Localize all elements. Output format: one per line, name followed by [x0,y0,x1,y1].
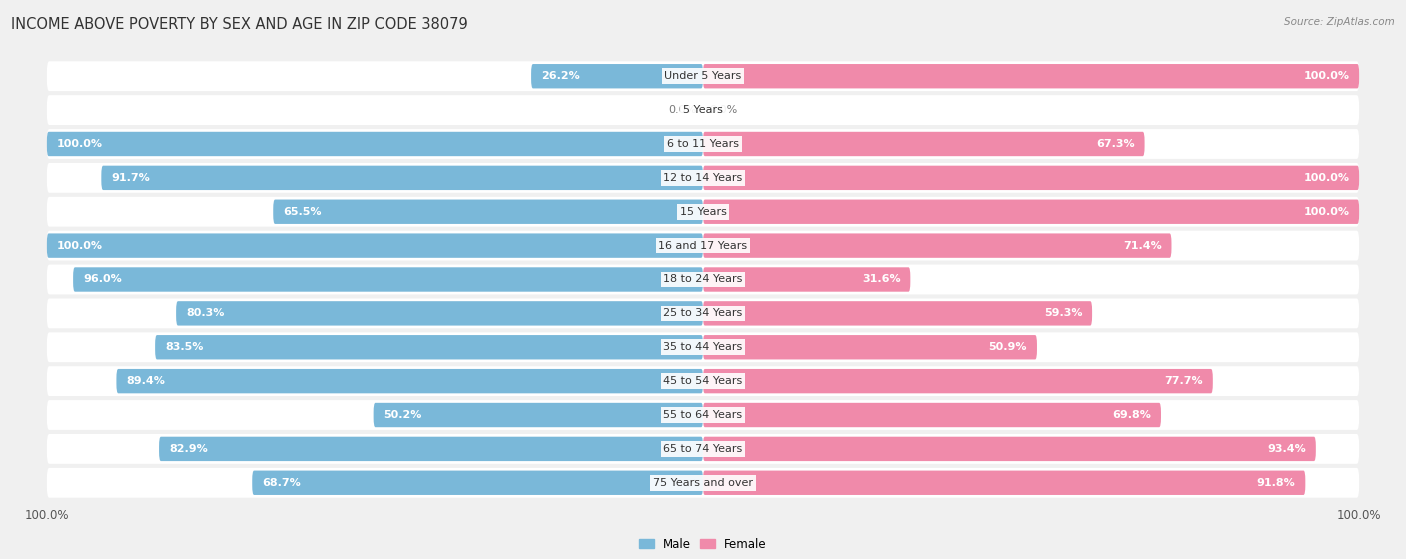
FancyBboxPatch shape [703,165,1360,190]
FancyBboxPatch shape [46,366,1360,396]
Text: 55 to 64 Years: 55 to 64 Years [664,410,742,420]
Text: 100.0%: 100.0% [56,139,103,149]
FancyBboxPatch shape [46,95,1360,125]
FancyBboxPatch shape [46,197,1360,226]
Text: 15 Years: 15 Years [679,207,727,217]
FancyBboxPatch shape [46,231,1360,260]
FancyBboxPatch shape [703,437,1316,461]
Text: 65.5%: 65.5% [283,207,322,217]
Text: 16 and 17 Years: 16 and 17 Years [658,240,748,250]
Text: 18 to 24 Years: 18 to 24 Years [664,274,742,285]
FancyBboxPatch shape [117,369,703,394]
FancyBboxPatch shape [46,400,1360,430]
Text: 89.4%: 89.4% [127,376,165,386]
FancyBboxPatch shape [159,437,703,461]
Text: 50.9%: 50.9% [988,342,1028,352]
FancyBboxPatch shape [176,301,703,325]
Text: 80.3%: 80.3% [186,309,225,319]
FancyBboxPatch shape [101,165,703,190]
Text: 35 to 44 Years: 35 to 44 Years [664,342,742,352]
Text: 91.8%: 91.8% [1257,478,1295,488]
Text: 26.2%: 26.2% [541,71,579,81]
FancyBboxPatch shape [531,64,703,88]
FancyBboxPatch shape [73,267,703,292]
Text: 50.2%: 50.2% [384,410,422,420]
Text: 83.5%: 83.5% [165,342,204,352]
Text: 59.3%: 59.3% [1043,309,1083,319]
Text: INCOME ABOVE POVERTY BY SEX AND AGE IN ZIP CODE 38079: INCOME ABOVE POVERTY BY SEX AND AGE IN Z… [11,17,468,32]
FancyBboxPatch shape [252,471,703,495]
Text: 93.4%: 93.4% [1267,444,1306,454]
Text: 71.4%: 71.4% [1123,240,1161,250]
Text: 25 to 34 Years: 25 to 34 Years [664,309,742,319]
Text: 82.9%: 82.9% [169,444,208,454]
FancyBboxPatch shape [46,434,1360,464]
Text: 100.0%: 100.0% [56,240,103,250]
FancyBboxPatch shape [703,471,1305,495]
Text: 12 to 14 Years: 12 to 14 Years [664,173,742,183]
Text: 0.0%: 0.0% [710,105,738,115]
Text: 68.7%: 68.7% [262,478,301,488]
FancyBboxPatch shape [703,132,1144,156]
FancyBboxPatch shape [703,335,1038,359]
FancyBboxPatch shape [46,129,1360,159]
Text: 100.0%: 100.0% [1303,173,1350,183]
Text: Under 5 Years: Under 5 Years [665,71,741,81]
Text: 77.7%: 77.7% [1164,376,1204,386]
Text: 6 to 11 Years: 6 to 11 Years [666,139,740,149]
Text: 31.6%: 31.6% [862,274,900,285]
FancyBboxPatch shape [703,369,1213,394]
FancyBboxPatch shape [46,163,1360,193]
FancyBboxPatch shape [46,333,1360,362]
Text: 67.3%: 67.3% [1097,139,1135,149]
FancyBboxPatch shape [374,403,703,427]
FancyBboxPatch shape [273,200,703,224]
FancyBboxPatch shape [46,264,1360,295]
FancyBboxPatch shape [703,267,910,292]
FancyBboxPatch shape [46,132,703,156]
Text: 91.7%: 91.7% [111,173,150,183]
Text: 5 Years: 5 Years [683,105,723,115]
FancyBboxPatch shape [155,335,703,359]
Text: 0.0%: 0.0% [668,105,696,115]
Text: Source: ZipAtlas.com: Source: ZipAtlas.com [1284,17,1395,27]
Text: 100.0%: 100.0% [1303,207,1350,217]
FancyBboxPatch shape [703,403,1161,427]
FancyBboxPatch shape [703,200,1360,224]
FancyBboxPatch shape [703,234,1171,258]
Text: 45 to 54 Years: 45 to 54 Years [664,376,742,386]
Text: 100.0%: 100.0% [1303,71,1350,81]
FancyBboxPatch shape [703,301,1092,325]
FancyBboxPatch shape [46,468,1360,498]
FancyBboxPatch shape [46,234,703,258]
Text: 69.8%: 69.8% [1112,410,1152,420]
FancyBboxPatch shape [703,64,1360,88]
FancyBboxPatch shape [46,61,1360,91]
Text: 96.0%: 96.0% [83,274,122,285]
FancyBboxPatch shape [46,299,1360,328]
Legend: Male, Female: Male, Female [634,533,772,555]
Text: 75 Years and over: 75 Years and over [652,478,754,488]
Text: 65 to 74 Years: 65 to 74 Years [664,444,742,454]
